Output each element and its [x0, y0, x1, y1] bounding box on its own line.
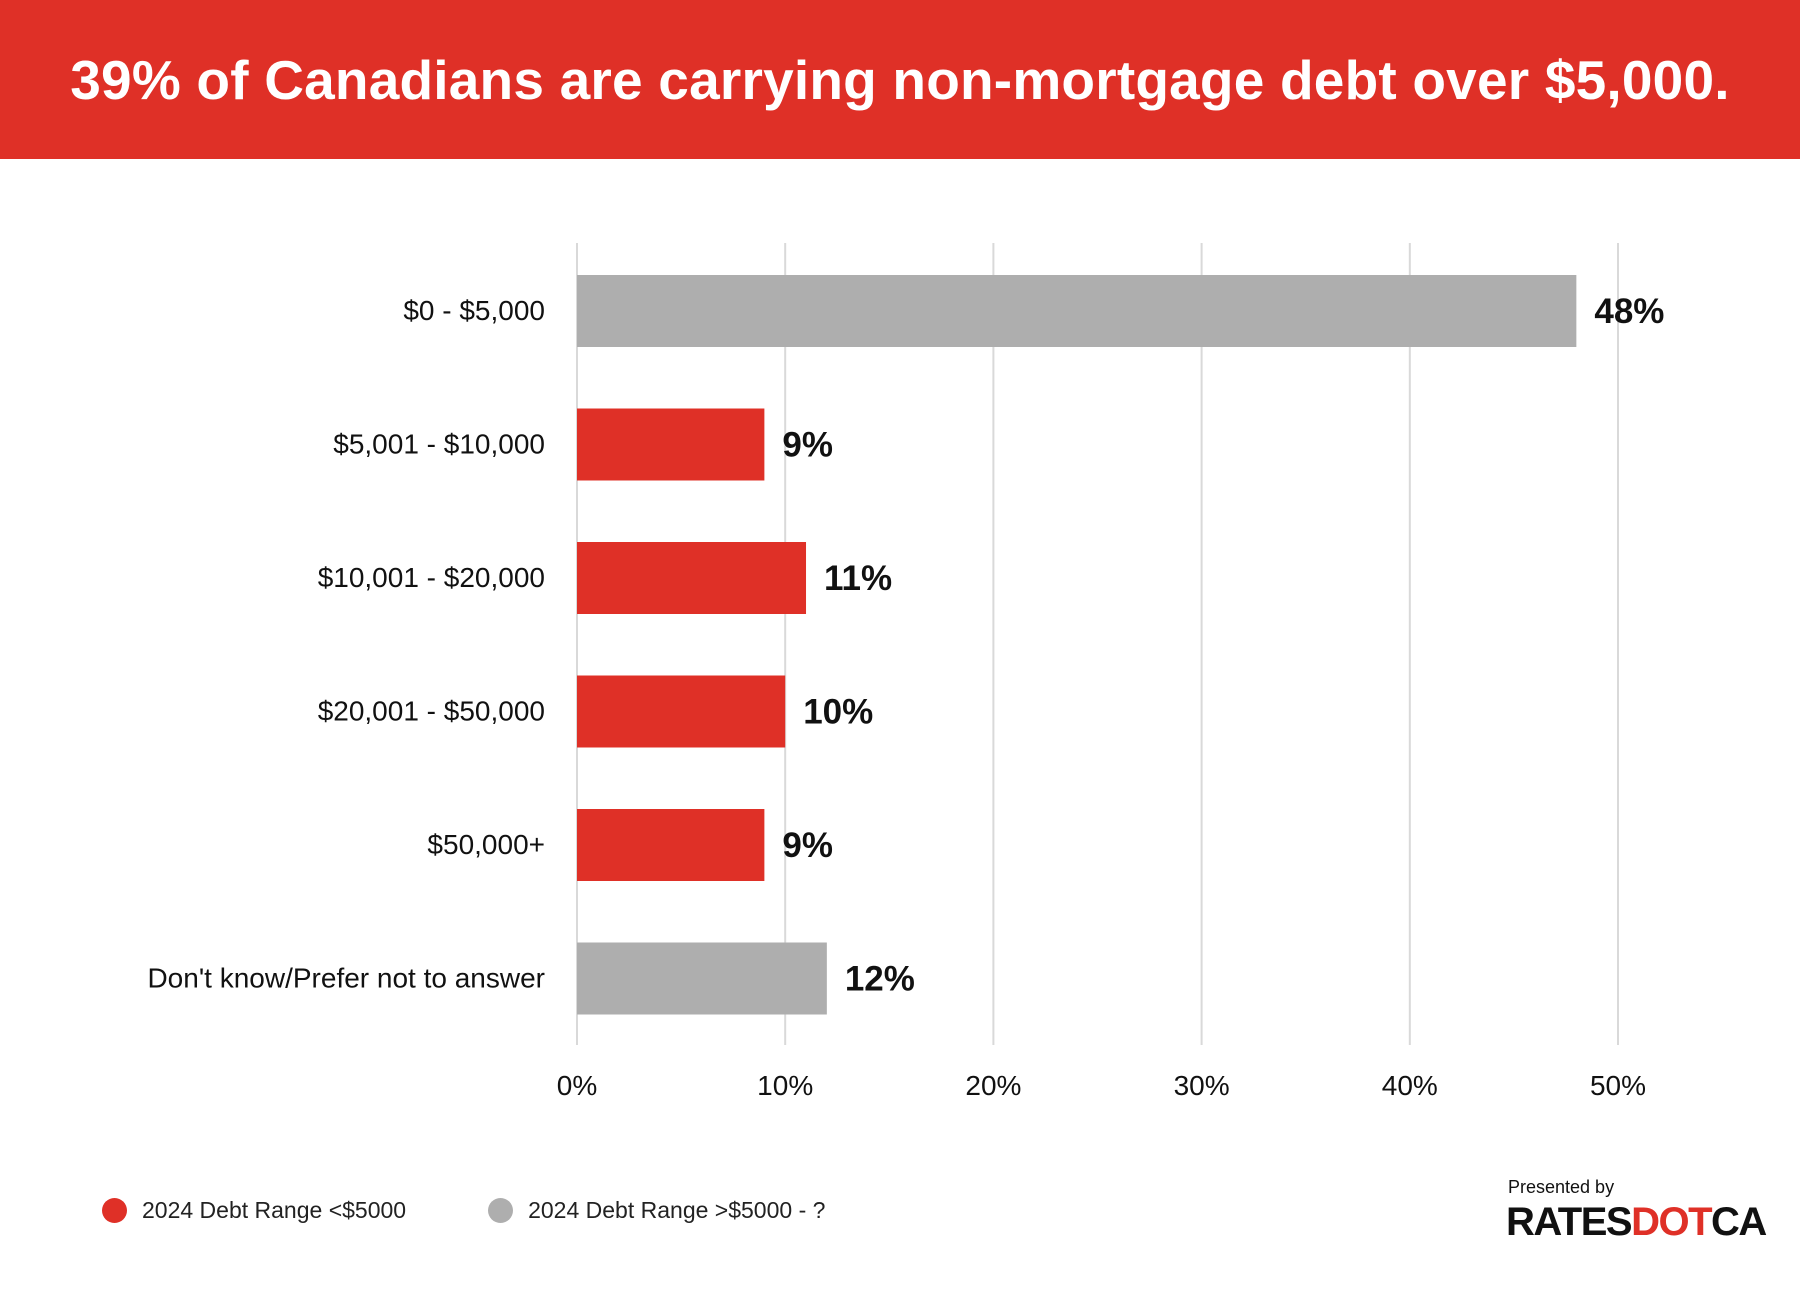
category-label: $0 - $5,000	[403, 295, 545, 326]
data-label: 12%	[845, 960, 915, 999]
legend-swatch-gray	[488, 1198, 514, 1223]
category-label: Don't know/Prefer not to answer	[147, 963, 545, 994]
legend-swatch-red	[102, 1198, 127, 1223]
data-label: 11%	[824, 559, 892, 598]
category-label: $5,001 - $10,000	[333, 429, 545, 460]
data-label: 10%	[803, 693, 873, 732]
bar-4	[577, 675, 786, 748]
bar-5	[577, 809, 765, 881]
legend-item-red: 2024 Debt Range <$5000	[102, 1197, 406, 1224]
x-tick-label: 30%	[1174, 1070, 1230, 1101]
presented-by-text: Presented by	[1508, 1177, 1615, 1197]
category-label: $50,000+	[427, 829, 545, 860]
legend: 2024 Debt Range <$5000 2024 Debt Range >…	[102, 1197, 825, 1224]
data-label: 9%	[782, 426, 833, 465]
x-tick-label: 20%	[965, 1070, 1021, 1101]
x-tick-label: 10%	[757, 1070, 813, 1101]
category-label: $20,001 - $50,000	[318, 696, 545, 727]
title-banner: 39% of Canadians are carrying non-mortga…	[0, 0, 1800, 159]
legend-label-red: 2024 Debt Range <$5000	[142, 1197, 407, 1223]
x-tick-label: 50%	[1590, 1070, 1646, 1101]
data-label: 9%	[782, 826, 833, 865]
bar-2	[577, 408, 765, 481]
data-label: 48%	[1594, 292, 1664, 331]
category-label: $10,001 - $20,000	[318, 562, 545, 593]
bar-6	[577, 942, 827, 1015]
brand-block: Presented by RATESDOTCA	[1506, 1177, 1767, 1245]
bar-1	[577, 275, 1577, 347]
chart-title: 39% of Canadians are carrying non-mortga…	[70, 48, 1730, 111]
x-tick-label: 0%	[557, 1070, 597, 1101]
ratesdotca-logo: RATESDOTCA	[1506, 1200, 1767, 1244]
bar-3	[577, 542, 807, 614]
legend-label-gray: 2024 Debt Range >$5000 - ?	[528, 1197, 826, 1223]
x-tick-label: 40%	[1382, 1070, 1438, 1101]
legend-item-gray: 2024 Debt Range >$5000 - ?	[488, 1197, 825, 1224]
